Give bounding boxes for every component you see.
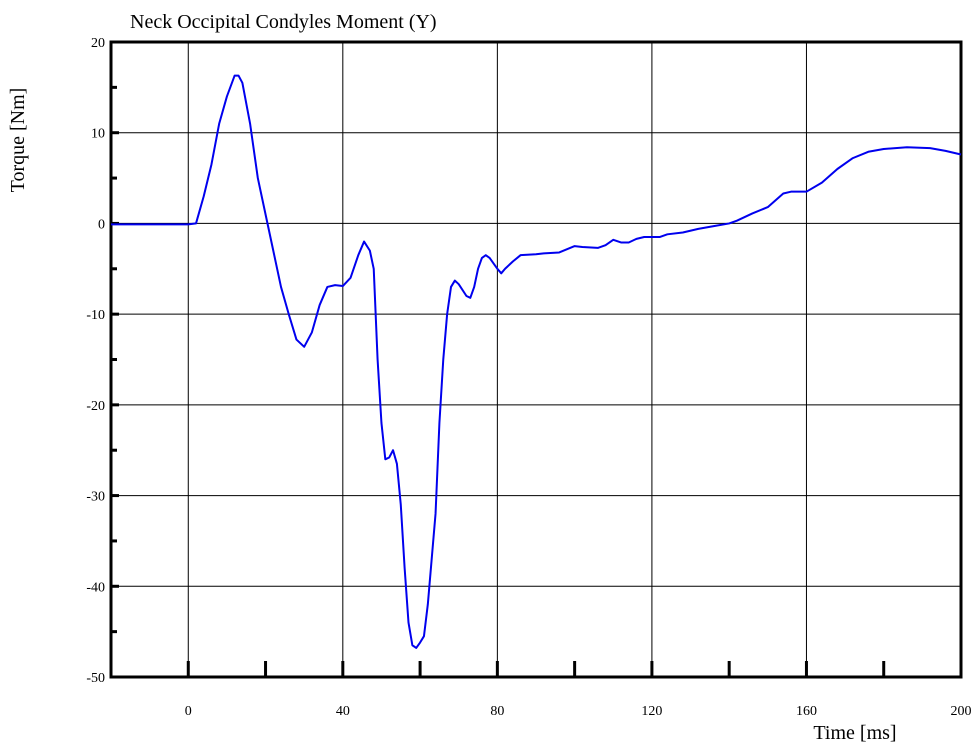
x-tick-label: 120 [641, 704, 662, 719]
y-tick-label: 10 [91, 127, 105, 142]
plot-frame [109, 40, 963, 679]
x-tick-label: 0 [185, 704, 192, 719]
x-tick-label: 200 [951, 704, 972, 719]
x-tick-label: 80 [490, 704, 504, 719]
y-axis-label: Torque [Nm] [7, 88, 29, 193]
y-tick-label: 20 [91, 36, 105, 51]
data-line [111, 74, 962, 649]
y-tick-label: -30 [86, 490, 105, 505]
y-tick-label: 0 [98, 217, 105, 232]
chart-title: Neck Occipital Condyles Moment (Y) [130, 11, 437, 33]
y-tick-label: -10 [86, 308, 105, 323]
y-tick-label: -40 [86, 580, 105, 595]
x-tick-label: 40 [336, 704, 350, 719]
x-tick-label: 160 [796, 704, 817, 719]
y-tick-label: -50 [86, 671, 105, 686]
y-tick-label: -20 [86, 399, 105, 414]
x-axis-label: Time [ms] [813, 722, 896, 744]
